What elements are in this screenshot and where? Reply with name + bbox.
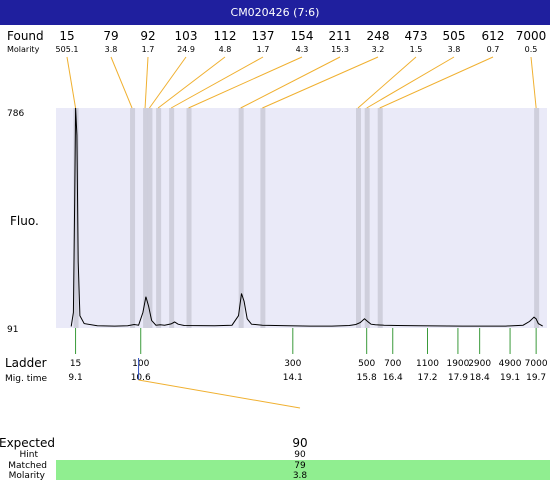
ladder-size-6: 1900 [446, 359, 469, 369]
ladder-time-0: 9.1 [68, 373, 82, 383]
peak-band-0 [73, 108, 79, 328]
ladder-time-5: 17.2 [417, 373, 437, 383]
matched-label: Matched [8, 461, 47, 471]
found-connector-0 [66, 56, 77, 109]
found-size-7: 211 [329, 29, 352, 43]
chart-title: CM020426 (7:6) [0, 0, 550, 25]
ladder-time-3: 15.8 [357, 373, 377, 383]
found-molarity-10: 3.8 [448, 45, 461, 54]
found-molarity-5: 1.7 [257, 45, 270, 54]
ladder-time-4: 16.4 [383, 373, 403, 383]
found-size-0: 15 [59, 29, 74, 43]
trace-line [70, 107, 543, 327]
found-molarity-11: 0.7 [487, 45, 500, 54]
found-connector-2 [144, 56, 149, 109]
ladder-time-1: 10.6 [131, 373, 151, 383]
found-connector-1 [110, 56, 133, 109]
peak-band-1 [130, 108, 136, 328]
ladder-size-4: 700 [384, 359, 401, 369]
found-connector-4 [157, 56, 226, 109]
found-molarity-4: 4.8 [219, 45, 232, 54]
found-connector-12 [530, 56, 537, 109]
peak-band-7 [238, 108, 244, 328]
ladder-size-5: 1100 [416, 359, 439, 369]
peak-band-10 [364, 108, 370, 328]
found-size-12: 7000 [516, 29, 547, 43]
ladder-label: Ladder [5, 356, 47, 370]
found-size-2: 92 [140, 29, 155, 43]
ladder-time-6: 17.9 [448, 373, 468, 383]
expected-value: 90 [292, 436, 307, 450]
found-size-6: 154 [291, 29, 314, 43]
peak-band-11 [377, 108, 383, 328]
found-connector-6 [188, 56, 303, 109]
found-molarity-1: 3.8 [105, 45, 118, 54]
found-connector-11 [379, 56, 494, 109]
found-molarity-2: 1.7 [142, 45, 155, 54]
ladder-size-8: 4900 [499, 359, 522, 369]
found-size-8: 248 [367, 29, 390, 43]
found-size-10: 505 [443, 29, 466, 43]
molarity-label: Molarity [7, 45, 40, 54]
found-connector-7 [240, 56, 341, 109]
found-molarity-6: 4.3 [296, 45, 309, 54]
found-connector-3 [149, 56, 187, 109]
found-molarity-7: 15.3 [331, 45, 349, 54]
found-molarity-0: 505.1 [56, 45, 79, 54]
ladder-size-7: 2900 [468, 359, 491, 369]
ladder-time-2: 14.1 [283, 373, 303, 383]
peak-band-12 [534, 108, 540, 328]
peak-band-6 [186, 108, 192, 328]
expected-connector [138, 379, 301, 409]
ladder-time-9: 19.7 [526, 373, 546, 383]
ladder-time-8: 19.1 [500, 373, 520, 383]
found-molarity-3: 24.9 [177, 45, 195, 54]
matched-value: 79 [294, 461, 306, 471]
found-size-1: 79 [103, 29, 118, 43]
peak-band-8 [260, 108, 266, 328]
expected-molarity-value: 3.8 [293, 471, 308, 480]
found-size-5: 137 [252, 29, 275, 43]
peak-band-5 [169, 108, 175, 328]
peak-band-3 [147, 108, 153, 328]
found-size-11: 612 [482, 29, 505, 43]
ladder-time-7: 18.4 [470, 373, 490, 383]
peak-band-2 [143, 108, 149, 328]
expected-label: Expected [0, 436, 55, 450]
found-molarity-9: 1.5 [410, 45, 423, 54]
y-max-label: 786 [7, 109, 24, 119]
y-min-label: 91 [7, 325, 18, 335]
matched-highlight [56, 460, 550, 480]
peak-band-4 [156, 108, 162, 328]
found-connector-9 [357, 56, 417, 109]
peak-band-9 [355, 108, 361, 328]
found-molarity-12: 0.5 [525, 45, 538, 54]
y-axis-label: Fluo. [10, 214, 39, 228]
found-size-4: 112 [214, 29, 237, 43]
ladder-size-0: 15 [70, 359, 81, 369]
ladder-size-3: 500 [358, 359, 375, 369]
expected-molarity-label: Molarity [9, 471, 46, 480]
found-size-9: 473 [405, 29, 428, 43]
plot-area [56, 108, 547, 328]
migtime-label: Mig. time [5, 374, 47, 384]
found-connector-10 [366, 56, 455, 109]
found-size-3: 103 [175, 29, 198, 43]
found-connector-5 [170, 56, 264, 109]
ladder-size-2: 300 [284, 359, 301, 369]
ladder-size-1: 100 [132, 359, 149, 369]
hint-value: 90 [294, 450, 306, 460]
found-connector-8 [262, 56, 379, 109]
hint-label: Hint [19, 450, 38, 460]
ladder-size-9: 7000 [525, 359, 548, 369]
found-label: Found [7, 29, 44, 43]
found-molarity-8: 3.2 [372, 45, 385, 54]
